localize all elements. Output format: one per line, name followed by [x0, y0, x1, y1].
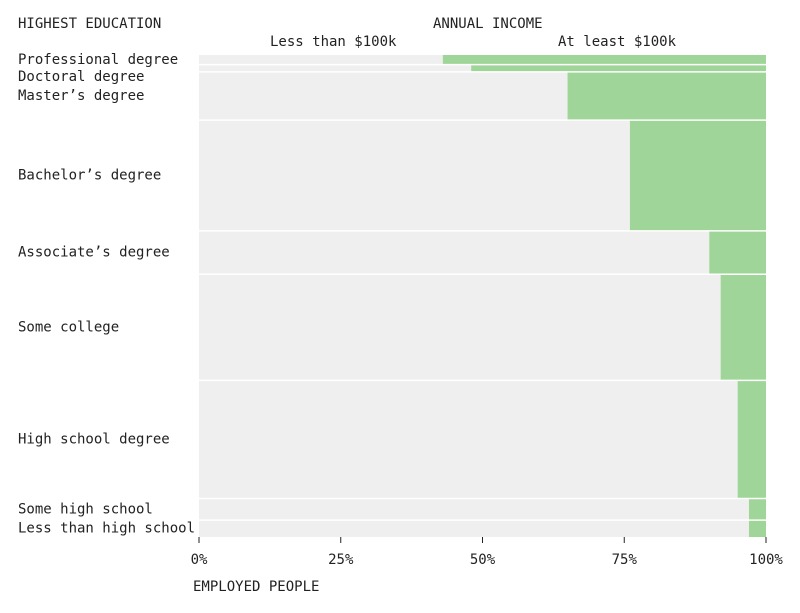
x-tick-label: 75% — [612, 552, 638, 568]
bar-at-least-100k — [567, 71, 766, 121]
bar-less-than-100k — [199, 498, 749, 521]
x-tick-label: 0% — [191, 552, 208, 568]
row-label: Some high school — [18, 501, 153, 517]
row-label: Master’s degree — [18, 88, 144, 104]
bar-less-than-100k — [199, 55, 443, 65]
legend-at-least-100k: At least $100k — [558, 34, 677, 50]
bar-less-than-100k — [199, 71, 568, 121]
row-label: Less than high school — [18, 521, 195, 537]
bar-less-than-100k — [199, 380, 738, 499]
row-axis-title: HIGHEST EDUCATION — [18, 16, 162, 32]
legend-less-than-100k: Less than $100k — [270, 34, 397, 50]
bar-at-least-100k — [709, 230, 766, 275]
income-title: ANNUAL INCOME — [433, 16, 543, 32]
x-tick-label: 25% — [328, 552, 354, 568]
bar-at-least-100k — [471, 64, 766, 72]
bar-at-least-100k — [720, 274, 766, 381]
row-label: Some college — [18, 319, 119, 335]
bar-at-least-100k — [442, 55, 766, 65]
bar-at-least-100k — [748, 520, 766, 537]
row-label: Associate’s degree — [18, 245, 170, 261]
x-axis-title: EMPLOYED PEOPLE — [193, 579, 320, 595]
bar-at-least-100k — [629, 120, 766, 231]
row-label: Professional degree — [18, 52, 178, 68]
bar-less-than-100k — [199, 120, 630, 231]
bar-at-least-100k — [748, 498, 766, 521]
bar-less-than-100k — [199, 230, 710, 275]
row-label: Bachelor’s degree — [18, 168, 161, 184]
bar-less-than-100k — [199, 274, 721, 381]
x-tick-label: 100% — [749, 552, 783, 568]
bar-less-than-100k — [199, 64, 472, 72]
row-label: Doctoral degree — [18, 69, 144, 85]
x-tick-label: 50% — [470, 552, 496, 568]
bar-less-than-100k — [199, 520, 749, 537]
row-label: High school degree — [18, 431, 170, 447]
bar-at-least-100k — [737, 380, 766, 499]
